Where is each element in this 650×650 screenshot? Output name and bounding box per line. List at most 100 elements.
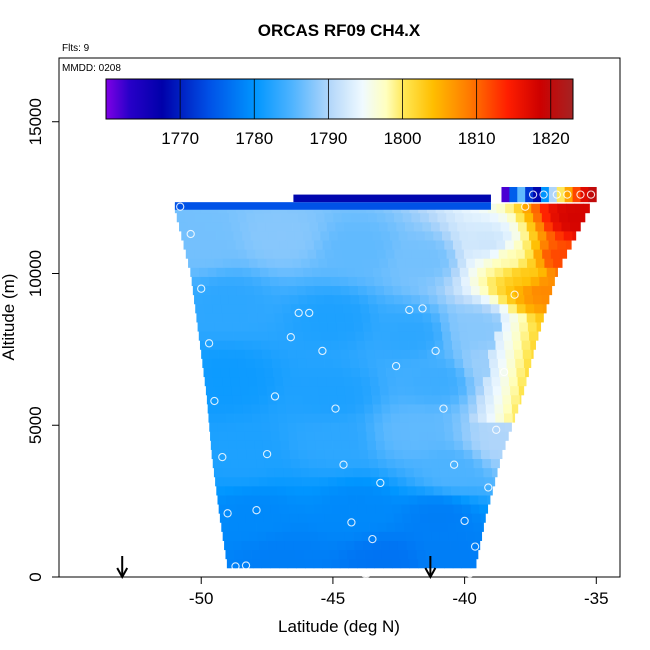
- heat-cell: [541, 294, 550, 305]
- heat-cell: [496, 349, 506, 359]
- heat-cell: [348, 422, 358, 432]
- heat-cell: [204, 376, 214, 387]
- heat-cell: [522, 203, 532, 214]
- sample-point: [484, 483, 493, 492]
- heat-cell: [194, 294, 204, 305]
- heat-cell: [271, 358, 281, 368]
- heat-cell: [344, 312, 354, 323]
- heat-cell: [246, 449, 256, 460]
- heat-cell: [297, 440, 307, 450]
- heat-cell: [455, 249, 465, 259]
- heat-cell: [242, 267, 252, 277]
- heat-cell: [417, 422, 427, 432]
- heat-cell: [512, 340, 522, 350]
- heat-cell: [324, 513, 334, 523]
- heat-cell: [308, 458, 318, 469]
- heat-cell: [363, 331, 374, 341]
- heat-cell: [522, 349, 532, 359]
- heat-cell: [427, 431, 437, 441]
- heat-cell: [368, 249, 378, 259]
- heat-cell: [386, 303, 396, 314]
- heat-cell: [456, 458, 466, 469]
- heat-cell: [211, 212, 221, 223]
- y-tick-label: 5000: [26, 406, 45, 444]
- heat-cell: [523, 358, 532, 368]
- heat-cell: [425, 549, 435, 560]
- heat-cell: [426, 276, 436, 287]
- heat-cell: [390, 331, 400, 341]
- heat-cell: [286, 549, 296, 560]
- heat-cell: [424, 231, 434, 241]
- heat-cell: [470, 285, 481, 296]
- heat-cell: [225, 413, 235, 423]
- heat-cell: [513, 276, 523, 287]
- heat-cell: [304, 340, 314, 350]
- heat-cell: [300, 531, 310, 541]
- heat-cell: [221, 303, 231, 314]
- heat-cell: [424, 331, 434, 341]
- heat-cell: [280, 294, 291, 305]
- heat-cell: [469, 413, 479, 423]
- heat-cell: [317, 458, 327, 469]
- heat-cell: [387, 312, 397, 323]
- heat-cell: [317, 376, 327, 387]
- heat-cell: [254, 294, 264, 305]
- heat-cell: [231, 467, 241, 478]
- heat-cell: [379, 531, 389, 541]
- heat-cell: [515, 212, 525, 223]
- heat-cell: [298, 294, 308, 305]
- heat-cell: [279, 285, 289, 296]
- heat-cell: [282, 522, 292, 532]
- heat-cell: [324, 294, 334, 305]
- heat-cell: [338, 404, 348, 414]
- heat-cell: [477, 404, 487, 414]
- heat-cell: [350, 249, 361, 259]
- heat-cell: [268, 404, 278, 414]
- heat-cell: [471, 358, 481, 368]
- heat-cell: [273, 458, 283, 469]
- heat-cell: [227, 349, 237, 359]
- sample-point: [270, 392, 280, 401]
- heat-cell: [290, 367, 300, 378]
- heat-cell: [359, 367, 370, 378]
- flights-label: Flts: 9: [62, 43, 90, 54]
- heat-cell: [258, 385, 268, 396]
- heat-cell: [463, 294, 473, 305]
- heat-cell: [231, 385, 242, 396]
- heat-cell: [495, 276, 505, 287]
- heat-cell: [294, 404, 304, 414]
- sample-point: [318, 346, 327, 356]
- heat-cell: [289, 294, 299, 305]
- heat-top-cell: [588, 186, 597, 203]
- heat-cell: [395, 303, 405, 314]
- sample-point: [339, 460, 348, 469]
- heat-cell: [272, 212, 282, 223]
- heat-cell: [223, 322, 233, 332]
- heat-cell: [382, 340, 392, 350]
- heat-cell: [306, 358, 316, 368]
- heat-cell: [398, 267, 408, 277]
- heat-cell: [333, 212, 343, 223]
- heat-cell: [446, 367, 456, 378]
- heat-cell: [211, 358, 221, 368]
- heat-cell: [187, 221, 197, 232]
- heat-cell: [423, 476, 433, 487]
- heat-cell: [353, 385, 363, 396]
- heat-cell: [349, 285, 359, 296]
- heat-cell: [395, 458, 405, 469]
- heat-cell: [485, 404, 495, 414]
- heat-cell: [373, 495, 384, 505]
- heat-cell: [418, 285, 428, 296]
- heat-cell: [246, 249, 256, 259]
- heat-cell: [486, 495, 491, 505]
- heat-cell: [494, 331, 504, 341]
- heat-cell: [309, 376, 319, 387]
- sample-point: [405, 305, 414, 315]
- heat-cell: [329, 331, 339, 341]
- heat-cell: [451, 404, 461, 414]
- heat-cell: [238, 367, 248, 378]
- heat-cell: [493, 322, 503, 332]
- heat-cell: [413, 376, 423, 387]
- heat-cell: [509, 312, 519, 323]
